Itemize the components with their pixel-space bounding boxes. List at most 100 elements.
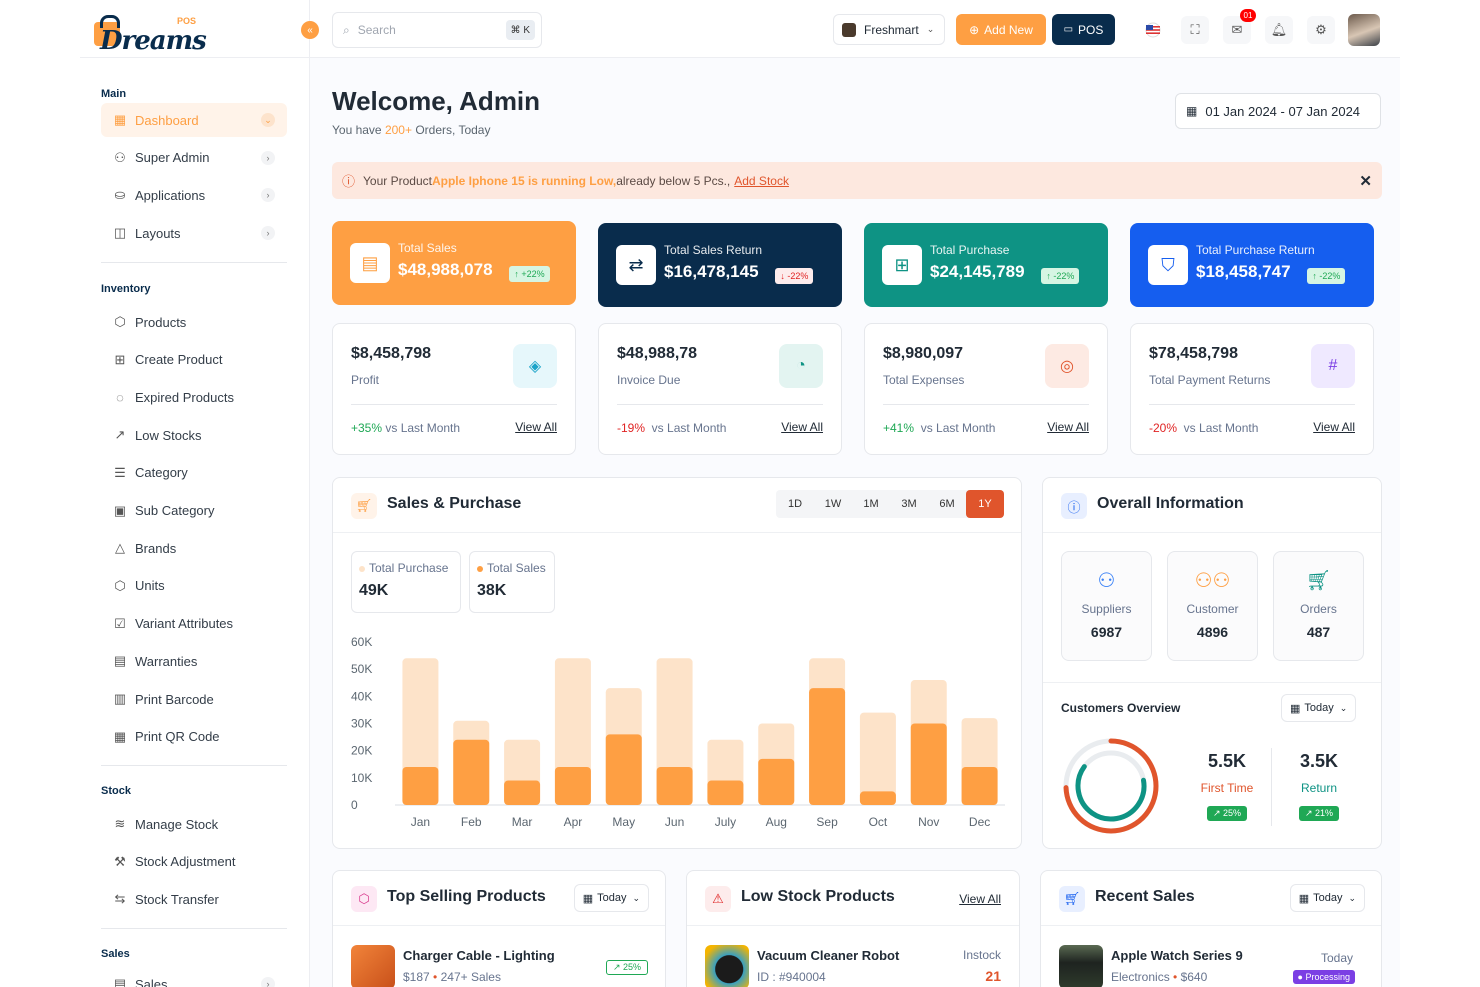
sidebar-item-layouts[interactable]: ◫ Layouts ›	[101, 216, 287, 250]
range-tab-6m[interactable]: 6M	[939, 498, 955, 510]
sidebar-item-manage-stock[interactable]: ≋ Manage Stock	[101, 807, 287, 841]
range-tab-1w[interactable]: 1W	[824, 498, 842, 510]
mail-icon[interactable]: ✉	[1223, 16, 1251, 44]
sidebar-section-heading: Sales	[101, 948, 130, 960]
sidebar: Dreams POS Main ▦ Dashboard ⌄ ⚇ Super Admin › ⛀…	[80, 0, 310, 987]
sidebar-item-products[interactable]: ⬡ Products	[101, 305, 287, 339]
customers-filter-select[interactable]: ▦ Today ⌄	[1281, 694, 1357, 722]
pos-button[interactable]: ▭ POS	[1052, 14, 1115, 45]
chevron-down-icon: ⌄	[632, 892, 640, 903]
chevron-down-icon: ⌄	[261, 113, 275, 127]
legend-label: Total Purchase	[369, 561, 449, 575]
legend-total-sales: Total Sales 38K	[469, 551, 555, 613]
progress-alert-icon: ◌	[116, 389, 124, 405]
view-all-link[interactable]: View All	[781, 420, 823, 434]
sidebar-divider	[101, 928, 287, 930]
orders-tile[interactable]: 🛒︎ Orders 487	[1273, 551, 1364, 661]
sidebar-item-create-product[interactable]: ⊞ Create Product	[101, 343, 287, 377]
x-tick-label: Jan	[411, 815, 430, 829]
date-range-value: 01 Jan 2024 - 07 Jan 2024	[1205, 103, 1361, 119]
kpi-change-badge: ↑ +22%	[509, 266, 550, 282]
kpi-card[interactable]: ▤ Total Sales $48,988,078 ↑ +22%	[332, 221, 576, 305]
product-name[interactable]: Charger Cable - Lighting	[403, 948, 555, 963]
x-tick-label: July	[715, 815, 736, 829]
suppliers-tile[interactable]: ⚇ Suppliers 6987	[1061, 551, 1152, 661]
certificate-icon: ▤	[113, 653, 127, 669]
range-tab-1y[interactable]: 1Y	[966, 490, 1004, 518]
kpi-change-badge: ↑ -22%	[1307, 268, 1346, 284]
date-range-picker[interactable]: ▦ 01 Jan 2024 - 07 Jan 2024	[1175, 93, 1381, 129]
dashboard-content: Welcome, Admin You have 200+ Orders, Tod…	[332, 58, 1382, 987]
add-stock-link[interactable]: Add Stock	[734, 173, 789, 188]
sidebar-section-heading: Main	[101, 88, 127, 100]
sidebar-item-stock-adjustment[interactable]: ⚒ Stock Adjustment	[101, 845, 287, 879]
y-tick-label: 60K	[351, 635, 372, 649]
close-icon[interactable]: ✕	[1359, 173, 1372, 190]
sidebar-item-print-qr-code[interactable]: ▦ Print QR Code	[101, 720, 287, 754]
sidebar-section-heading: Stock	[101, 785, 131, 797]
kpi-label: Total Purchase	[930, 243, 1010, 257]
first-time-label: First Time	[1200, 781, 1254, 795]
top-header: ⌕ Search ⌘ K Freshmart ⌄ ⊕ Add New ▭ POS…	[310, 0, 1400, 58]
view-all-link[interactable]: View All	[1047, 420, 1089, 434]
sidebar-item-label: Applications	[135, 187, 206, 203]
range-tab-3m[interactable]: 3M	[901, 498, 917, 510]
sidebar-item-sales[interactable]: ▤ Sales ›	[101, 967, 287, 987]
flag-us-icon[interactable]	[1139, 16, 1167, 44]
cart-icon: 🛒︎	[1059, 886, 1085, 912]
kpi-value: $16,478,145	[664, 262, 759, 281]
add-new-button[interactable]: ⊕ Add New	[956, 14, 1046, 45]
product-image	[1059, 945, 1103, 987]
bell-icon[interactable]: 🔔︎	[1265, 16, 1293, 44]
sidebar-item-category[interactable]: ☰ Category	[101, 456, 287, 490]
recent-sales-filter-select[interactable]: ▦ Today ⌄	[1289, 884, 1365, 912]
product-name[interactable]: Vacuum Cleaner Robot	[757, 948, 900, 963]
sidebar-item-brands[interactable]: △ Brands	[101, 531, 287, 565]
avatar[interactable]	[1348, 14, 1380, 46]
sidebar-item-label: Category	[135, 465, 188, 481]
sidebar-item-sub-category[interactable]: ▣ Sub Category	[101, 494, 287, 528]
store-select[interactable]: Freshmart ⌄	[833, 14, 945, 45]
search-icon: ⌕	[343, 22, 350, 37]
brand-icon: ⛀	[114, 187, 126, 203]
card-title: Sales & Purchase	[387, 495, 522, 512]
sidebar-item-low-stocks[interactable]: ↗ Low Stocks	[101, 418, 287, 452]
kpi-card[interactable]: ⇄ Total Sales Return $16,478,145 ↓ -22%	[598, 223, 842, 307]
sidebar-collapse-button[interactable]: «	[301, 21, 319, 39]
range-tab-1d[interactable]: 1D	[787, 498, 803, 510]
settings-icon[interactable]: ⚙	[1307, 16, 1335, 44]
gift-icon: ⊞	[882, 245, 922, 285]
change-percent: +41%	[883, 421, 915, 435]
sidebar-item-dashboard[interactable]: ▦ Dashboard ⌄	[101, 103, 287, 137]
logo[interactable]: Dreams POS	[94, 12, 207, 56]
product-name[interactable]: Apple Watch Series 9	[1111, 948, 1243, 963]
sidebar-item-stock-transfer[interactable]: ⇆ Stock Transfer	[101, 882, 287, 916]
kpi-card[interactable]: ⊞ Total Purchase $24,145,789 ↑ -22%	[864, 223, 1108, 307]
kpi-label: Total Sales Return	[664, 243, 763, 257]
bar-total-sales	[605, 734, 642, 805]
sidebar-item-variant-attributes[interactable]: ☑ Variant Attributes	[101, 607, 287, 641]
plus-circle-icon: ⊕	[969, 22, 980, 37]
range-tab-1m[interactable]: 1M	[863, 498, 879, 510]
sidebar-item-super-admin[interactable]: ⚇ Super Admin ›	[101, 141, 287, 175]
view-all-link[interactable]: View All	[1313, 420, 1355, 434]
sidebar-item-label: Units	[135, 578, 165, 594]
sidebar-item-print-barcode[interactable]: ▥ Print Barcode	[101, 682, 287, 716]
search-input[interactable]: ⌕ Search ⌘ K	[332, 12, 542, 48]
sidebar-item-expired-products[interactable]: ◌ Expired Products	[101, 380, 287, 414]
sidebar-item-warranties[interactable]: ▤ Warranties	[101, 644, 287, 678]
view-all-link[interactable]: View All	[515, 420, 557, 434]
sidebar-item-applications[interactable]: ⛀ Applications ›	[101, 178, 287, 212]
fullscreen-icon[interactable]: ⛶	[1181, 16, 1209, 44]
kpi-card[interactable]: ⛉ Total Purchase Return $18,458,747 ↑ -22%	[1130, 223, 1374, 307]
sidebar-item-units[interactable]: ⬡ Units	[101, 569, 287, 603]
alert-triangle-icon: ⚠	[705, 886, 731, 912]
bar-total-sales	[758, 758, 795, 805]
customer-tile[interactable]: ⚇⚇ Customer 4896	[1167, 551, 1258, 661]
view-all-link[interactable]: View All	[959, 892, 1001, 906]
stack-icon: ≋	[114, 816, 126, 831]
calendar-icon: ▦	[582, 892, 594, 905]
device-laptop-icon: ▭	[1063, 24, 1074, 35]
card-title: Recent Sales	[1095, 888, 1195, 905]
top-selling-filter-select[interactable]: ▦ Today ⌄	[573, 884, 649, 912]
